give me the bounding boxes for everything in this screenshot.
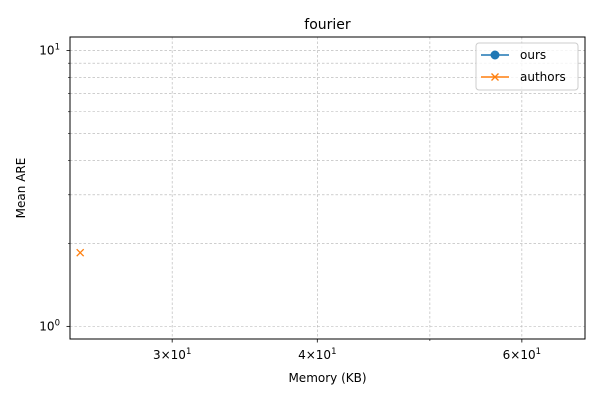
legend: ours authors (475, 42, 579, 91)
y-axis-label: Mean ARE (14, 158, 28, 219)
marker-stroke (76, 248, 85, 257)
plot-data (76, 248, 85, 257)
x-tick-label: 4×101 (298, 347, 336, 362)
legend-marker-ours (490, 50, 500, 60)
legend-item-ours: ours (481, 48, 546, 62)
legend-label-ours: ours (520, 48, 546, 62)
chart-title: fourier (304, 17, 351, 33)
data-point-authors (76, 248, 85, 257)
axes-frame (69, 36, 586, 340)
x-axis-label: Memory (KB) (288, 371, 366, 385)
x-tick-label: 3×101 (153, 347, 191, 362)
x-tick-label: 6×101 (503, 347, 541, 362)
axis-ticks: 3×101 4×101 6×101 100 101 (39, 43, 541, 362)
legend-marker-authors (491, 73, 499, 81)
y-tick-label: 100 (39, 318, 60, 333)
legend-label-authors: authors (520, 70, 566, 84)
marker-stroke (491, 73, 499, 81)
legend-item-authors: authors (481, 70, 566, 84)
y-tick-label: 101 (39, 43, 60, 58)
